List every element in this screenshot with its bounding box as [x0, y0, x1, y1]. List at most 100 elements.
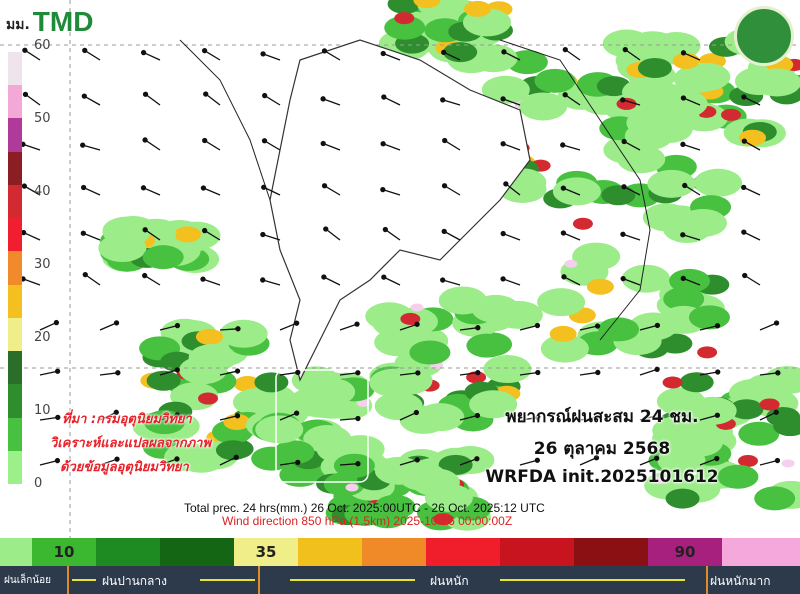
- rain-cell: [537, 288, 586, 317]
- rain-cell: [572, 217, 593, 230]
- rain-cell: [781, 459, 795, 468]
- wind-arrow-head: [593, 455, 600, 461]
- wind-arrow: [159, 369, 178, 376]
- rain-cell: [416, 403, 465, 432]
- wind-arrow-head: [235, 326, 241, 332]
- wind-arrow-head: [54, 368, 61, 374]
- rainfall-areas: [98, 0, 800, 531]
- legend-swatch: [8, 251, 22, 285]
- wind-arrow: [264, 95, 281, 106]
- wind-arrow-head: [142, 137, 148, 143]
- vertical-color-legend: [8, 52, 22, 485]
- category-moderate: ฝนปานกลาง: [102, 574, 168, 588]
- wind-arrow-head: [595, 369, 601, 376]
- wind-arrow: [443, 51, 461, 61]
- wind-arrow-head: [174, 412, 180, 418]
- wind-arrow-head: [174, 367, 180, 373]
- wind-arrow: [564, 94, 581, 106]
- wind-arrow: [444, 139, 461, 151]
- rain-cell: [647, 169, 696, 198]
- wind-arrow: [264, 140, 281, 151]
- rain-cell: [164, 443, 213, 472]
- wind-arrow: [563, 276, 581, 286]
- wind-arrow: [279, 461, 298, 466]
- wind-arrow: [144, 139, 161, 151]
- wind-arrow-head: [140, 49, 147, 56]
- wind-arrow: [444, 185, 461, 196]
- wind-arrow-head: [620, 231, 626, 237]
- wind-arrow-head: [80, 142, 86, 148]
- wind-arrow: [219, 456, 237, 466]
- wind-arrow: [759, 459, 778, 466]
- rain-cell: [674, 428, 723, 457]
- legend-tick: 30: [34, 257, 51, 272]
- rain-cell: [549, 325, 577, 342]
- wind-arrow-head: [474, 412, 481, 419]
- rain-cell: [466, 333, 508, 358]
- wind-arrow-head: [323, 226, 329, 232]
- wind-arrow: [204, 50, 221, 61]
- wind-arrow: [519, 324, 538, 331]
- wind-arrow: [743, 231, 761, 241]
- wind-arrow: [743, 186, 761, 196]
- wind-arrow-head: [142, 272, 148, 279]
- wind-arrow: [322, 142, 341, 151]
- rain-cell: [602, 29, 651, 58]
- wind-arrow: [143, 51, 161, 61]
- wind-arrow: [324, 185, 341, 196]
- wind-arrow-head: [294, 320, 300, 326]
- wind-arrow: [579, 416, 598, 421]
- wind-arrow: [279, 371, 298, 376]
- wind-arrow: [443, 230, 461, 241]
- wind-arrow-head: [22, 91, 29, 98]
- wind-arrow: [744, 140, 761, 151]
- wind-arrow: [262, 233, 281, 241]
- legend-tick: 60: [34, 38, 51, 53]
- wind-arrow-head: [80, 184, 87, 191]
- rain-cell: [759, 398, 780, 411]
- wind-arrow-head: [741, 229, 747, 235]
- wind-arrow: [99, 411, 117, 421]
- wind-arrows: [20, 46, 781, 467]
- wind-arrow-head: [622, 46, 628, 53]
- rain-cell: [637, 58, 672, 79]
- wind-arrow: [579, 457, 597, 466]
- wind-arrow-head: [682, 182, 688, 189]
- rain-cell: [540, 334, 589, 363]
- wind-arrow-head: [81, 93, 87, 99]
- highlight-box: [275, 369, 369, 483]
- rain-cell: [198, 392, 219, 405]
- rain-cell: [672, 52, 700, 69]
- wind-arrow-head: [680, 275, 686, 282]
- wind-arrow-head: [55, 414, 61, 421]
- wind-arrow: [759, 411, 777, 421]
- wind-arrow: [204, 230, 221, 241]
- rain-cell: [663, 286, 705, 311]
- wind-arrow-head: [561, 274, 567, 280]
- wind-arrow: [502, 278, 521, 286]
- wind-arrow-head: [174, 456, 180, 462]
- wind-arrow-head: [560, 230, 567, 236]
- wind-arrow: [622, 233, 641, 241]
- wind-arrow: [159, 324, 178, 331]
- wind-arrow: [563, 232, 581, 241]
- wind-arrow: [699, 371, 718, 376]
- wind-arrow: [383, 96, 401, 106]
- rain-cell: [255, 415, 304, 444]
- source-note-2: วิเคราะห์และแปลผลจากภาพ: [50, 436, 212, 451]
- wind-arrow: [324, 50, 341, 61]
- wind-arrow-head: [500, 96, 506, 102]
- wind-arrow-head: [773, 409, 779, 415]
- forecast-date: 26 ตุลาคม 2568: [533, 439, 671, 459]
- wind-arrow: [399, 411, 417, 421]
- wind-arrow: [459, 371, 478, 376]
- wind-arrow-head: [501, 49, 507, 55]
- color-bar-segment: 90: [648, 538, 722, 566]
- wind-arrow-head: [234, 413, 241, 419]
- wind-arrow-head: [82, 47, 88, 54]
- color-bar-segment: [96, 538, 160, 566]
- wind-arrow-head: [262, 92, 268, 99]
- wind-arrow: [145, 93, 161, 106]
- wind-arrow-head: [320, 96, 326, 102]
- color-bar-segment: 10: [32, 538, 96, 566]
